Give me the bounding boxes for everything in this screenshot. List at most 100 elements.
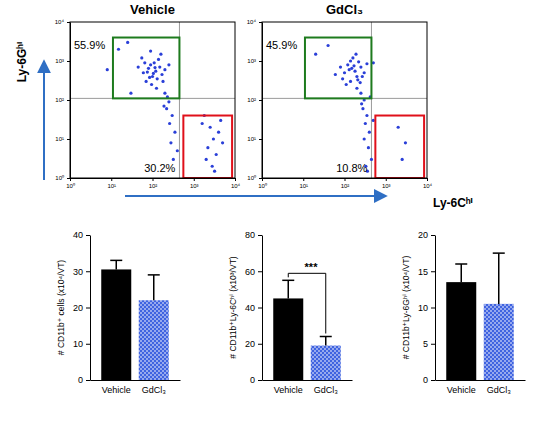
error-stem	[498, 253, 500, 304]
tick-label: 10²	[247, 97, 256, 103]
tick: 60	[245, 267, 262, 277]
tick: 10⁴	[423, 178, 433, 189]
significance-label: ***	[305, 261, 319, 273]
error-bar	[148, 275, 160, 300]
error-cap	[455, 263, 467, 265]
tick-mark	[86, 344, 90, 345]
bar	[311, 346, 341, 380]
error-bar	[455, 264, 467, 282]
cell-point	[355, 75, 358, 78]
tick: Vehicle	[102, 380, 131, 395]
tick: 10³	[190, 178, 199, 189]
cell-point	[219, 119, 222, 122]
cell-point	[356, 78, 359, 81]
error-cap	[282, 280, 294, 282]
cell-point	[147, 67, 150, 70]
cell-point	[361, 75, 364, 78]
cell-point	[163, 92, 166, 95]
cell-point	[167, 100, 170, 103]
cell-point	[351, 56, 354, 59]
bar	[101, 269, 131, 380]
cell-point	[145, 80, 148, 83]
bar	[139, 300, 169, 380]
yticks-axis: 10⁰10¹10²10³10⁴	[55, 19, 71, 181]
cell-point	[153, 66, 156, 69]
cell-point	[143, 61, 146, 64]
cell-point	[162, 104, 165, 107]
error-stem	[153, 275, 155, 300]
tick-label: 10²	[55, 97, 64, 103]
tick-mark	[303, 178, 304, 181]
tick-label: 0	[250, 375, 255, 385]
axis-line	[263, 380, 353, 381]
gate	[375, 116, 424, 178]
tick: 10¹	[107, 178, 116, 189]
axis-arrow	[43, 62, 45, 180]
axis-line	[70, 23, 71, 179]
tick-label: 10⁰	[258, 182, 267, 189]
tick-mark	[258, 235, 262, 236]
figure: 55.9%30.2%10⁰10¹10²10³10⁴10⁰10¹10²10³10⁴…	[0, 0, 541, 421]
cell-point	[161, 80, 164, 83]
tick-mark	[153, 178, 154, 181]
cell-point	[153, 61, 156, 64]
axis-line	[435, 236, 436, 381]
gate-label: 30.2%	[144, 162, 175, 174]
bar	[273, 298, 303, 380]
tick-label: 10³	[247, 58, 256, 64]
cell-point	[349, 80, 352, 83]
category-label: GdCl₃	[487, 385, 512, 395]
cell-point	[334, 73, 337, 76]
cell-point	[221, 141, 224, 144]
cell-point	[339, 65, 342, 68]
tick-label: 10³	[382, 183, 391, 189]
tick: 10²	[149, 178, 158, 189]
tick: 10⁴	[231, 178, 241, 189]
cell-point	[397, 126, 400, 129]
error-stem	[461, 264, 463, 282]
significance-bracket	[288, 273, 326, 333]
plot-area	[262, 22, 427, 178]
tick: GdCl₃	[487, 380, 512, 395]
tick: 10²	[247, 97, 262, 103]
tick-mark	[431, 380, 435, 381]
tick-label: 10⁰	[247, 174, 256, 181]
cell-point	[357, 60, 360, 63]
category-label: Vehicle	[447, 385, 476, 395]
tick-label: 10⁰	[55, 174, 64, 181]
tick: 0	[250, 375, 262, 385]
tick-mark	[111, 178, 112, 181]
tick: 10²	[341, 178, 350, 189]
tick-label: 10⁴	[231, 183, 241, 189]
axis-title: # CD11b⁺Ly-6Gʰⁱ (x10⁴/VT)	[401, 256, 411, 360]
plot-area	[446, 253, 514, 380]
axis-title: # CD11b⁺ cells (x10⁴/VT)	[56, 260, 66, 356]
tick-label: 20	[418, 230, 428, 240]
tick-label: 10¹	[299, 183, 308, 189]
flow-panel: 55.9%30.2%10⁰10¹10²10³10⁴10⁰10¹10²10³10⁴…	[15, 2, 241, 189]
axis-line	[436, 380, 526, 381]
cell-point	[171, 114, 174, 117]
yticks-axis: 020406080	[245, 230, 263, 385]
tick-mark	[67, 61, 70, 62]
bar	[446, 282, 476, 380]
tick: 10⁴	[55, 19, 70, 25]
gate	[113, 38, 179, 99]
tick-mark	[258, 344, 262, 345]
tick: 10⁰	[55, 174, 70, 181]
cell-point	[146, 70, 149, 73]
yticks-axis: 10⁰10¹10²10³10⁴	[247, 19, 263, 181]
cell-point	[365, 62, 368, 65]
cell-point	[154, 70, 157, 73]
cell-point	[360, 102, 363, 105]
error-cap	[148, 274, 160, 276]
error-cap	[110, 260, 122, 262]
cell-point	[212, 137, 215, 140]
tick: 0	[423, 375, 435, 385]
tick-mark	[259, 61, 262, 62]
category-label: GdCl₃	[142, 385, 167, 395]
tick-label: 10¹	[55, 136, 64, 142]
tick-label: 20	[245, 339, 255, 349]
category-label: Vehicle	[274, 385, 303, 395]
cell-point	[176, 149, 179, 152]
